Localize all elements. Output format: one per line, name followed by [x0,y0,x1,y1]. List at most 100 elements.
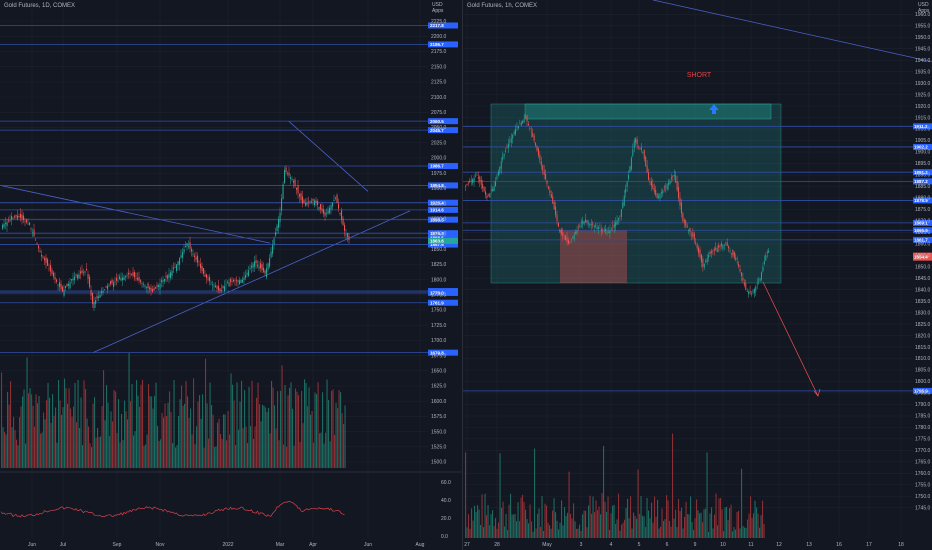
y-axis-tick: 1850.0 [915,264,931,270]
volume-bar [603,445,605,538]
volume-bar [507,530,509,538]
trend-line-resistance [288,121,369,192]
y-axis-tick: 1675.0 [431,353,447,359]
volume-bar [661,508,663,538]
candle-body [522,120,524,124]
candle-body [17,215,19,219]
candle-body [290,177,292,179]
candle-body [264,270,266,274]
y-axis-tick: 1910.0 [915,127,931,133]
candle-body [246,272,248,275]
volume-bar [32,405,34,468]
volume-bar [65,388,67,468]
volume-bar [311,411,313,468]
volume-bar [302,423,304,468]
volume-bar [669,520,671,538]
volume-bar [58,380,60,468]
candle-body [576,230,578,234]
volume-bar [70,408,72,468]
candle-body [134,272,136,278]
volume-bar [320,432,322,468]
volume-bar [738,510,740,538]
level-label: 1876.3 [430,231,444,236]
candle-body [113,282,115,288]
candle-body [580,222,582,224]
volume-bar [56,442,58,468]
y-axis-tick: 1500.0 [431,460,447,466]
candle-body [233,279,235,282]
candle-body [312,198,314,201]
volume-bar [718,498,720,538]
volume-bar [110,411,112,468]
candle-body [665,186,667,188]
volume-bar [74,382,76,468]
volume-bar [199,395,201,468]
y-axis-tick: 1800.0 [431,277,447,283]
volume-bar [163,417,165,468]
trend-line-descending [0,184,271,244]
level-label: 1891.2 [914,170,928,175]
volume-bar [115,391,117,468]
x-axis-tick: 13 [806,542,812,548]
volume-bar [714,514,716,538]
volume-bar [112,421,114,468]
volume-bar [136,380,138,468]
right-chart-pane[interactable]: 1911.2 1902.2 1891.2 1887.2 1878.9 1869.1 1865… [462,0,932,550]
candle-body [333,200,335,202]
candle-body [676,181,678,191]
candle-body [50,264,52,272]
volume-bar [50,423,52,468]
candle-body [222,286,224,289]
volume-bar [278,440,280,468]
candle-body [476,174,478,176]
daily-chart[interactable]: 2217.8 2186.7 2060.5 2045.7 1986.7 1954.8 1926… [0,0,462,550]
volume-bar [469,528,471,538]
candle-body [59,282,61,287]
x-axis-tick: Apr [309,542,317,548]
volume-bar [711,507,713,538]
hourly-chart[interactable]: 1911.21902.21891.21887.21878.91869.11865… [463,0,932,550]
candle-body [129,273,131,275]
candle-body [608,232,609,233]
volume-bar [468,514,470,538]
candle-body [556,214,558,221]
candle-body [487,195,489,197]
candle-body [547,186,549,189]
candle-body [170,272,172,278]
volume-bar [622,522,624,538]
candle-body [686,225,688,228]
apps-label: Apps [918,8,930,14]
candle-body [254,261,256,267]
candle-body [693,233,695,240]
volume-bar [685,501,687,538]
candle-body [713,248,715,251]
candle-body [486,195,488,198]
volume-bar [705,508,707,538]
left-chart-pane[interactable]: 2217.8 2186.7 2060.5 2045.7 1986.7 1954.8 1926… [0,0,462,550]
volume-bar [130,401,132,468]
level-label: 1778.0 [430,291,444,296]
candle-body [345,233,347,235]
candle-body [499,166,501,174]
candle-body [23,215,25,221]
candle-body [527,123,529,126]
volume-bar [335,402,337,468]
volume-bar [155,382,157,468]
candle-body [311,201,313,203]
candle-body [492,188,494,192]
projection-arrowhead [813,388,821,397]
volume-bar [631,528,633,538]
volume-bar [289,387,291,468]
candle-body [559,229,561,233]
level-label: 2186.7 [430,42,444,47]
candle-body [39,251,41,253]
candle-body [179,258,181,265]
candle-body [572,236,574,239]
volume-bar [287,395,289,468]
volume-bar [658,528,660,538]
candle-body [135,277,137,279]
volume-bar [514,513,516,538]
candle-body [66,283,68,287]
volume-bar [651,502,653,538]
candle-body [726,241,728,247]
